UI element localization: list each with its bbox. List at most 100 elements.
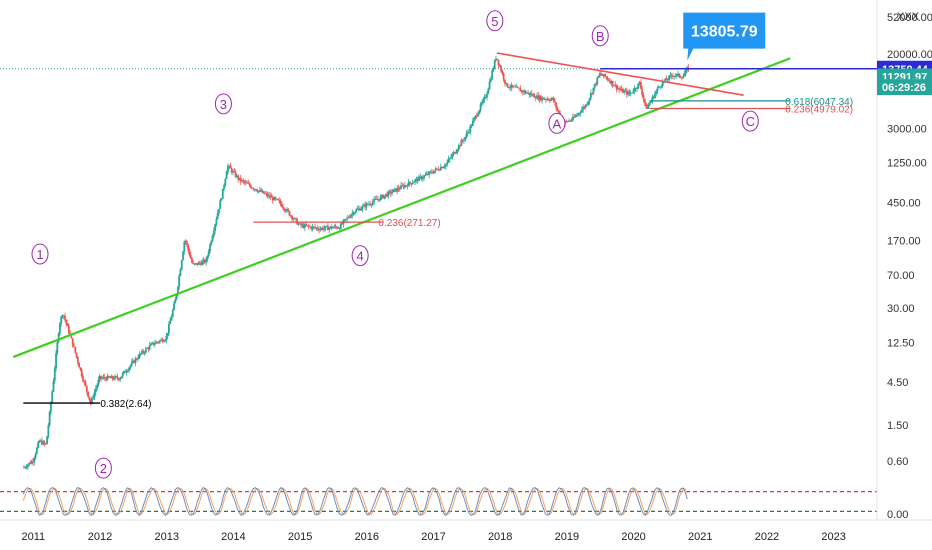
candle-body xyxy=(193,263,196,265)
price-axis[interactable]: 52000.00 20000.00 3000.00 1250.00 450.00 170.… xyxy=(876,0,932,550)
candle-body xyxy=(510,84,513,88)
wave-label-text: A xyxy=(553,116,562,131)
price-tag[interactable]: 06:29:26 xyxy=(877,79,932,96)
candle xyxy=(184,239,187,245)
wave-label-circle xyxy=(214,93,232,115)
candle xyxy=(66,322,69,326)
candle-body xyxy=(28,462,31,465)
candle-body xyxy=(583,107,586,108)
candle-body xyxy=(270,196,273,198)
candle xyxy=(169,317,172,325)
plot-area xyxy=(0,55,877,471)
candle xyxy=(302,221,305,229)
candle xyxy=(74,346,77,354)
candle-body xyxy=(336,227,338,229)
candle-body xyxy=(73,345,75,347)
candle xyxy=(580,105,583,113)
candle-body xyxy=(130,362,133,366)
candle xyxy=(83,379,86,386)
candle xyxy=(274,196,277,202)
candle xyxy=(150,342,152,346)
candle-body xyxy=(253,189,256,191)
candle xyxy=(142,348,145,355)
candle-body xyxy=(487,88,490,94)
candle xyxy=(33,456,36,466)
candle xyxy=(183,240,186,255)
candle xyxy=(592,87,595,96)
candle xyxy=(306,225,309,227)
candle xyxy=(506,83,509,88)
candle xyxy=(200,260,202,267)
candle-body xyxy=(552,97,555,102)
candle-body xyxy=(38,440,41,443)
candle-body xyxy=(79,367,82,370)
x-tick-label: 2013 xyxy=(154,531,178,543)
candle xyxy=(378,199,381,203)
candle-body xyxy=(288,211,291,216)
candle xyxy=(438,168,441,171)
candle xyxy=(355,207,358,213)
candle-body xyxy=(353,212,356,214)
candle xyxy=(307,224,310,230)
candle-body xyxy=(355,209,358,213)
candle xyxy=(657,84,660,89)
candle-body xyxy=(71,338,74,346)
candle xyxy=(595,81,597,87)
candle-body xyxy=(128,367,131,371)
candle xyxy=(652,95,655,99)
candle xyxy=(294,217,297,223)
candle xyxy=(634,87,637,92)
candle-body xyxy=(292,218,295,220)
candle xyxy=(89,398,92,406)
candle xyxy=(402,183,405,190)
candle-body xyxy=(379,196,382,201)
candle xyxy=(432,169,435,174)
candle-body xyxy=(447,159,450,163)
candle-body xyxy=(356,209,359,210)
annotation-layer: 0.382(2.64) 0.236(271.27) 0.618(6047.34)0.… xyxy=(12,10,877,479)
candle xyxy=(398,186,401,192)
candle-body xyxy=(173,303,175,310)
candle-body xyxy=(64,315,66,320)
candle xyxy=(647,102,650,109)
x-tick-label: 2021 xyxy=(688,531,712,543)
candle-body xyxy=(393,188,396,190)
candle xyxy=(582,104,585,113)
candle xyxy=(665,75,668,81)
candle xyxy=(515,83,518,88)
candle xyxy=(103,373,106,381)
candle-body xyxy=(66,323,69,326)
candle xyxy=(247,179,250,185)
candle-body xyxy=(155,341,157,344)
candle-body xyxy=(629,92,632,94)
candle xyxy=(574,114,577,118)
candle xyxy=(330,224,333,231)
candle xyxy=(88,396,91,402)
candle-body xyxy=(392,189,395,193)
candle xyxy=(496,58,499,61)
candle xyxy=(555,102,558,112)
candle xyxy=(392,189,395,193)
candle xyxy=(123,370,125,375)
time-axis[interactable]: 2011 2012 2013 2014 2015 2016 2017 2018 2019 2020… xyxy=(0,519,932,543)
candle-body xyxy=(593,83,596,88)
candle-body xyxy=(369,203,372,205)
candle-body xyxy=(141,350,143,354)
candle-body xyxy=(215,219,218,225)
candle xyxy=(160,337,163,341)
candle xyxy=(137,354,140,362)
candle-body xyxy=(664,78,667,82)
candle xyxy=(126,368,129,373)
candle-body xyxy=(303,224,306,228)
candle-body xyxy=(257,190,260,192)
candle-body xyxy=(332,227,334,229)
trendline xyxy=(12,57,791,358)
candle xyxy=(447,155,450,164)
candle xyxy=(58,322,61,336)
candle xyxy=(37,441,39,449)
candle-body xyxy=(420,176,423,180)
candle xyxy=(498,63,501,68)
candle-body xyxy=(161,339,164,342)
candle xyxy=(516,86,519,89)
